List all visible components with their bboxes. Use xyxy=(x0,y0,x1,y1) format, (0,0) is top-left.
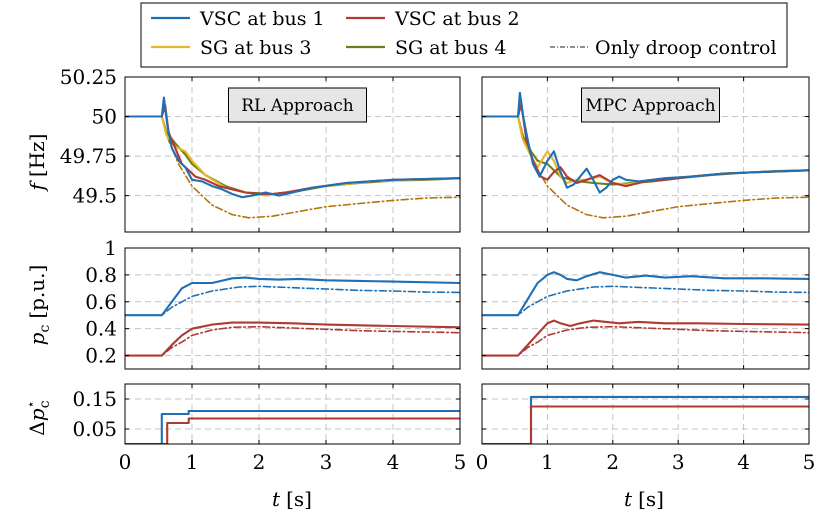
legend-entry-vsc2: VSC at bus 2 xyxy=(346,8,520,30)
series-line-vsc2 xyxy=(482,319,809,357)
series-group xyxy=(482,271,809,357)
series-line-vsc2 xyxy=(125,321,460,357)
series-line-vsc2-droop xyxy=(125,325,460,357)
series-line-vsc2-droop xyxy=(482,325,809,357)
xtick-label: 1 xyxy=(186,450,199,474)
x-label-left: t [s] xyxy=(272,487,312,511)
x-label-right-var: t xyxy=(624,487,633,511)
y-label-power-unit: [p.u.] xyxy=(25,265,49,319)
y-label-power-sub: c xyxy=(37,325,53,333)
y-label-delta-pre: Δ xyxy=(25,421,49,435)
ytick-label: 0.6 xyxy=(85,290,117,314)
panel-title: RL Approach xyxy=(241,96,354,116)
legend-frame xyxy=(140,2,788,68)
x-label-left-unit: [s] xyxy=(286,487,312,511)
xtick-label: 2 xyxy=(606,450,619,474)
series-line-vsc1 xyxy=(125,409,460,444)
y-label-power: pc [p.u.] xyxy=(25,265,53,346)
axes-right-delta: 0 1 2 3 4 5 xyxy=(476,383,816,474)
series-group xyxy=(482,91,809,219)
series-line-vsc1-droop xyxy=(125,285,460,316)
axes-right-frequency: MPC Approach xyxy=(481,76,810,233)
xtick-label: 2 xyxy=(253,450,266,474)
y-label-delta: Δp⋆c xyxy=(24,400,53,435)
y-label-frequency-unit: [Hz] xyxy=(25,134,49,178)
panel-title: MPC Approach xyxy=(585,96,715,116)
series-line-vsc1 xyxy=(125,96,460,199)
xtick-label: 4 xyxy=(387,450,400,474)
x-label-right: t [s] xyxy=(624,487,664,511)
series-line-droop-droop xyxy=(125,115,460,219)
legend-label-sg4: SG at bus 4 xyxy=(395,37,507,59)
y-label-delta-sub: c xyxy=(37,400,53,408)
axes-right-power xyxy=(481,247,810,370)
series-group xyxy=(125,409,460,444)
series-line-vsc2 xyxy=(125,417,460,444)
y-label-delta-sup: ⋆ xyxy=(24,400,39,408)
xtick-label: 4 xyxy=(737,450,750,474)
panel-title-frame xyxy=(228,87,367,123)
axes-frame xyxy=(124,247,461,370)
xtick-label: 3 xyxy=(672,450,685,474)
xtick-label: 5 xyxy=(454,450,467,474)
y-label-frequency: f [Hz] xyxy=(25,134,49,193)
axes-left-power: 1 0.8 0.6 0.4 0.2 xyxy=(85,236,461,370)
legend-entry-sg4: SG at bus 4 xyxy=(346,37,507,59)
ytick-label: 0.2 xyxy=(85,344,117,368)
axes-frame xyxy=(481,76,810,233)
axes-frame xyxy=(481,247,810,370)
axes-frame xyxy=(124,383,461,445)
panel-title-box: MPC Approach xyxy=(581,87,720,123)
y-label-power-var: p xyxy=(25,332,49,345)
axes-left-delta: 0.15 0.050 1 2 3 4 5 xyxy=(72,383,467,474)
series-group xyxy=(125,276,460,357)
series-group xyxy=(125,96,460,219)
xtick-label: 0 xyxy=(476,450,489,474)
y-label-frequency-var: f xyxy=(25,180,49,193)
legend-label-sg3: SG at bus 3 xyxy=(200,37,312,59)
axes-frame xyxy=(481,383,810,445)
series-line-vsc2 xyxy=(482,405,809,444)
xtick-label: 1 xyxy=(541,450,554,474)
legend-label-vsc2: VSC at bus 2 xyxy=(394,8,520,30)
x-label-left-var: t xyxy=(272,487,281,511)
ytick-label: 49.75 xyxy=(60,144,117,168)
legend-entry-droop: Only droop control xyxy=(550,37,777,59)
ytick-label: 0.05 xyxy=(72,417,117,441)
xtick-label: 3 xyxy=(320,450,333,474)
panel-title-frame xyxy=(581,87,720,123)
legend-label-vsc1: VSC at bus 1 xyxy=(199,8,325,30)
ytick-label: 49.5 xyxy=(72,184,117,208)
y-label-delta-var: p xyxy=(25,408,49,421)
xtick-label: 0 xyxy=(119,450,132,474)
ytick-label: 50.25 xyxy=(60,65,117,89)
panel-title-box: RL Approach xyxy=(228,87,367,123)
x-label-right-unit: [s] xyxy=(638,487,664,511)
ytick-label: 50 xyxy=(92,105,117,129)
series-group xyxy=(482,395,809,444)
series-line-vsc1 xyxy=(482,91,809,194)
ytick-label: 1 xyxy=(104,236,117,260)
series-line-vsc1 xyxy=(125,276,460,317)
ytick-label: 0.4 xyxy=(85,317,117,341)
legend-entry-sg3: SG at bus 3 xyxy=(151,37,312,59)
xtick-label: 5 xyxy=(803,450,816,474)
legend-entry-vsc1: VSC at bus 1 xyxy=(151,8,325,30)
ytick-label: 0.8 xyxy=(85,263,117,287)
legend: VSC at bus 1 VSC at bus 2 SG at bus 3 SG… xyxy=(140,2,788,68)
series-line-droop-droop xyxy=(482,115,809,219)
ytick-label: 0.15 xyxy=(72,387,117,411)
series-line-vsc1-droop xyxy=(482,285,809,316)
series-line-vsc1 xyxy=(482,271,809,317)
legend-label-droop: Only droop control xyxy=(595,37,777,59)
axes-left-frequency: 50.25 50 49.75 49.5 RL Approach xyxy=(60,65,461,233)
axes-frame xyxy=(124,76,461,233)
